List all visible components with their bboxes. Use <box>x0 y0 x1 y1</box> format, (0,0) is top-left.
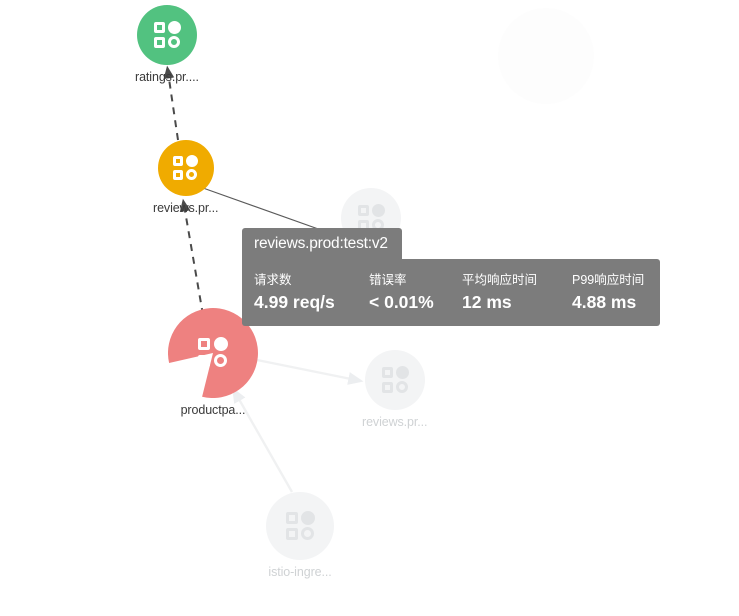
metric-value: 4.88 ms <box>572 292 637 312</box>
app-grid-icon <box>153 21 181 48</box>
metric-p99-response-time: P99响应时间 4.88 ms <box>572 273 644 312</box>
tooltip-metrics: 请求数 4.99 req/s 错误率 < 0.01% 平均响应时间 12 ms … <box>242 259 660 326</box>
metric-label: 错误率 <box>369 273 407 287</box>
node-circle[interactable] <box>136 5 197 65</box>
metric-value: < 0.01% <box>369 292 434 312</box>
metric-label: P99响应时间 <box>572 273 645 287</box>
node-label: productpa... <box>180 403 246 417</box>
metric-value: 4.99 req/s <box>254 292 335 312</box>
metric-error-rate: 错误率 < 0.01% <box>369 273 462 312</box>
node-metrics-tooltip: reviews.prod:test:v2 请求数 4.99 req/s 错误率 … <box>242 228 660 326</box>
graph-node-reviews-v2[interactable]: reviews.pr... <box>153 140 218 215</box>
node-label: reviews.pr... <box>362 415 428 429</box>
node-circle[interactable] <box>364 350 425 410</box>
metric-label: 平均响应时间 <box>462 273 538 287</box>
metric-label: 请求数 <box>254 273 292 287</box>
ghost-node-shape <box>498 8 594 104</box>
node-circle[interactable] <box>168 308 258 398</box>
graph-node-istio-ingress[interactable]: istio-ingre... <box>266 492 334 579</box>
app-grid-icon <box>173 154 199 181</box>
tooltip-title: reviews.prod:test:v2 <box>242 228 402 260</box>
graph-node-productpage[interactable]: productpa... <box>168 308 258 417</box>
metric-value: 12 ms <box>462 292 512 312</box>
app-grid-icon <box>381 366 409 393</box>
app-grid-icon <box>198 337 228 368</box>
metric-avg-response-time: 平均响应时间 12 ms <box>462 273 572 312</box>
app-grid-icon <box>286 511 315 540</box>
node-label: reviews.pr... <box>153 201 219 215</box>
metric-request-rate: 请求数 4.99 req/s <box>254 273 369 312</box>
node-label: ratings.pr.... <box>135 70 199 84</box>
edge-productpage-to-reviews <box>179 198 204 316</box>
graph-node-reviews-idle[interactable]: reviews.pr... <box>362 350 427 429</box>
node-health-pie <box>168 308 258 398</box>
node-circle[interactable] <box>266 492 334 560</box>
node-circle[interactable] <box>157 140 214 196</box>
node-label: istio-ingre... <box>268 565 332 579</box>
graph-node-ratings[interactable]: ratings.pr.... <box>135 5 199 84</box>
edge-productpage-to-reviews-idle <box>256 358 364 385</box>
